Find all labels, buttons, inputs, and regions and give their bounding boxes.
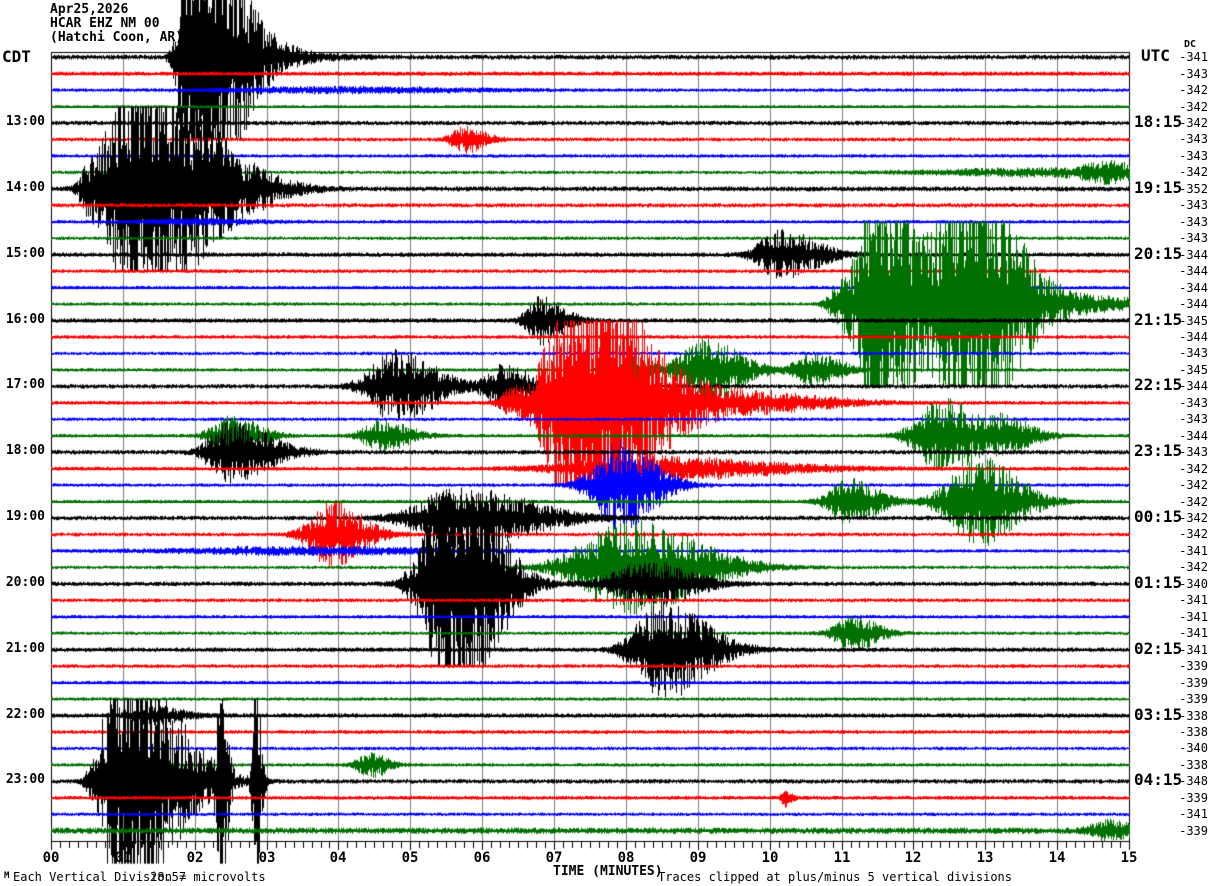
right-time-label: 02:15 — [1134, 639, 1183, 658]
x-tick-label: 14 — [1048, 850, 1066, 866]
dc-value: -352 — [1179, 182, 1208, 196]
right-time-label: 23:15 — [1134, 441, 1183, 460]
dc-value: -344 — [1179, 297, 1208, 311]
dc-value: -344 — [1179, 248, 1208, 262]
dc-value: -338 — [1179, 758, 1208, 772]
dc-value: -343 — [1179, 149, 1208, 163]
dc-value: -345 — [1179, 363, 1208, 377]
x-tick-label: 01 — [114, 850, 132, 866]
dc-value: -341 — [1179, 50, 1208, 64]
dc-value: -342 — [1179, 560, 1208, 574]
right-time-label: 00:15 — [1134, 507, 1183, 526]
dc-value: -342 — [1179, 165, 1208, 179]
right-time-label: 18:15 — [1134, 112, 1183, 131]
left-axis-timezone-header: CDT — [2, 47, 31, 66]
dc-value: -342 — [1179, 511, 1208, 525]
dc-value: -339 — [1179, 791, 1208, 805]
dc-value: -339 — [1179, 676, 1208, 690]
dc-value: -343 — [1179, 198, 1208, 212]
left-time-label: 13:00 — [5, 114, 45, 129]
x-tick-label: 00 — [42, 850, 60, 866]
right-time-label: 22:15 — [1134, 375, 1183, 394]
dc-value: -341 — [1179, 626, 1208, 640]
dc-value: -341 — [1179, 643, 1208, 657]
dc-offset-column-header: DC — [1184, 39, 1197, 50]
right-time-label: 19:15 — [1134, 178, 1183, 197]
x-tick-label: 06 — [473, 850, 491, 866]
dc-value: -344 — [1179, 330, 1208, 344]
dc-value: -343 — [1179, 67, 1208, 81]
left-time-label: 20:00 — [5, 575, 45, 590]
left-time-label: 22:00 — [5, 707, 45, 722]
left-time-label: 18:00 — [5, 443, 45, 458]
x-tick-label: 15 — [1120, 850, 1138, 866]
x-tick-label: 10 — [761, 850, 779, 866]
dc-value: -342 — [1179, 116, 1208, 130]
left-time-label: 21:00 — [5, 641, 45, 656]
corner-watermark: M — [4, 871, 10, 881]
dc-value: -342 — [1179, 495, 1208, 509]
dc-value: -343 — [1179, 412, 1208, 426]
x-tick-label: 12 — [904, 850, 922, 866]
x-tick-label: 03 — [258, 850, 276, 866]
dc-value: -343 — [1179, 346, 1208, 360]
dc-value: -339 — [1179, 824, 1208, 838]
dc-value: -341 — [1179, 593, 1208, 607]
dc-value: -343 — [1179, 231, 1208, 245]
dc-value: -342 — [1179, 83, 1208, 97]
dc-value: -343 — [1179, 445, 1208, 459]
right-time-label: 21:15 — [1134, 310, 1183, 329]
dc-value: -338 — [1179, 709, 1208, 723]
dc-value: -343 — [1179, 215, 1208, 229]
left-time-label: 19:00 — [5, 509, 45, 524]
x-tick-label: 09 — [689, 850, 707, 866]
dc-value: -344 — [1179, 429, 1208, 443]
dc-value: -342 — [1179, 462, 1208, 476]
left-time-label: 17:00 — [5, 377, 45, 392]
left-time-label: 16:00 — [5, 312, 45, 327]
dc-value: -341 — [1179, 807, 1208, 821]
right-time-label: 03:15 — [1134, 705, 1183, 724]
dc-value: -338 — [1179, 725, 1208, 739]
left-time-label: 15:00 — [5, 246, 45, 261]
dc-value: -344 — [1179, 264, 1208, 278]
dc-value: -345 — [1179, 314, 1208, 328]
clipping-note: Traces clipped at plus/minus 5 vertical … — [658, 870, 1013, 884]
dc-value: -344 — [1179, 281, 1208, 295]
vertical-scale-label: Each Vertical Division = — [13, 870, 187, 884]
dc-value: -344 — [1179, 379, 1208, 393]
dc-value: -342 — [1179, 100, 1208, 114]
x-tick-label: 11 — [833, 850, 851, 866]
right-time-label: 01:15 — [1134, 573, 1183, 592]
dc-value: -343 — [1179, 396, 1208, 410]
dc-value: -341 — [1179, 544, 1208, 558]
left-time-label: 23:00 — [5, 772, 45, 787]
dc-value: -342 — [1179, 527, 1208, 541]
title-station-location: (Hatchi Coon, AR) — [50, 30, 184, 45]
dc-value: -342 — [1179, 478, 1208, 492]
right-axis-timezone-header: UTC — [1141, 46, 1170, 65]
dc-value: -340 — [1179, 577, 1208, 591]
right-time-label: 20:15 — [1134, 244, 1183, 263]
dc-value: -341 — [1179, 610, 1208, 624]
left-time-label: 14:00 — [5, 180, 45, 195]
x-tick-label: 07 — [545, 850, 563, 866]
x-tick-label: 13 — [976, 850, 994, 866]
dc-value: -339 — [1179, 692, 1208, 706]
x-tick-label: 02 — [186, 850, 204, 866]
dc-value: -343 — [1179, 132, 1208, 146]
x-tick-label: 08 — [617, 850, 635, 866]
title-date: Apr25,2026 — [50, 2, 129, 17]
dc-value: -340 — [1179, 741, 1208, 755]
dc-value: -339 — [1179, 659, 1208, 673]
vertical-scale-value: 28.57 microvolts — [150, 870, 266, 884]
x-tick-label: 04 — [329, 850, 347, 866]
x-axis-title: TIME (MINUTES) — [553, 864, 663, 879]
right-time-label: 04:15 — [1134, 770, 1183, 789]
dc-value: -348 — [1179, 774, 1208, 788]
title-station-code: HCAR EHZ NM 00 — [50, 16, 160, 31]
x-tick-label: 05 — [401, 850, 419, 866]
